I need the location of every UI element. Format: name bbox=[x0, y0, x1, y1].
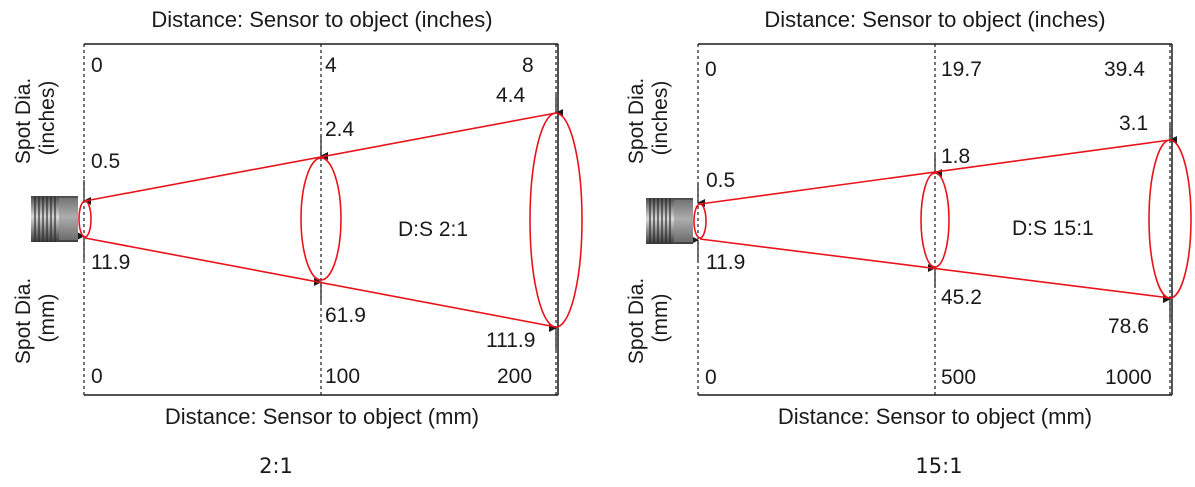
panel-caption: 2:1 bbox=[259, 454, 293, 478]
distance-inches-0: 0 bbox=[91, 54, 103, 77]
spot-ellipse-mid bbox=[920, 172, 950, 268]
sensor-icon bbox=[31, 196, 78, 242]
distance-mm-1: 100 bbox=[325, 365, 360, 388]
bottom-axis-label: Distance: Sensor to object (mm) bbox=[165, 404, 479, 429]
top-axis-label: Distance: Sensor to object (inches) bbox=[151, 7, 492, 32]
distance-mm-2: 1000 bbox=[1105, 366, 1152, 389]
spot-mm-1: 61.9 bbox=[325, 304, 366, 327]
panel-caption: 15:1 bbox=[915, 454, 962, 478]
spot-dia-mm-label-line1: Spot Dia. bbox=[12, 278, 35, 364]
spot-dia-inches-label-line1: Spot Dia. bbox=[12, 78, 35, 164]
spot-dia-mm-label: Spot Dia. (mm) bbox=[625, 272, 672, 364]
spot-dia-mm-label-line2: (mm) bbox=[36, 294, 59, 343]
spot-inches-2: 3.1 bbox=[1119, 112, 1148, 135]
spot-dia-inches-label: Spot Dia. (inches) bbox=[625, 72, 672, 164]
panel-2-1: Distance: Sensor to object (inches) Dist… bbox=[12, 7, 583, 478]
distance-inches-2: 8 bbox=[522, 54, 534, 77]
spot-ellipse-end bbox=[1148, 139, 1192, 299]
distance-inches-2: 39.4 bbox=[1104, 58, 1145, 81]
distance-mm-1: 500 bbox=[941, 366, 976, 389]
sensor-icon bbox=[646, 198, 693, 244]
beam-lower-edge bbox=[84, 237, 557, 328]
spot-dia-mm-label-line1: Spot Dia. bbox=[625, 278, 648, 364]
distance-mm-2: 200 bbox=[497, 365, 532, 388]
spot-mm-2: 78.6 bbox=[1108, 315, 1149, 338]
spot-ellipse-start bbox=[693, 203, 707, 239]
spot-ellipse-end bbox=[529, 112, 583, 328]
top-axis-label: Distance: Sensor to object (inches) bbox=[764, 7, 1105, 32]
panel-15-1: Distance: Sensor to object (inches) Dist… bbox=[625, 7, 1192, 478]
spot-mm-2: 111.9 bbox=[486, 329, 535, 352]
spot-inches-0: 0.5 bbox=[706, 169, 735, 192]
spot-ellipse-start bbox=[78, 200, 92, 238]
distance-mm-0: 0 bbox=[91, 365, 103, 388]
beam-lower-edge bbox=[699, 238, 1171, 299]
distance-inches-1: 4 bbox=[325, 54, 337, 77]
spot-dia-inches-label-line2: (inches) bbox=[36, 81, 59, 156]
spot-dia-mm-label-line2: (mm) bbox=[649, 294, 672, 343]
beam-upper-edge bbox=[84, 112, 557, 202]
spot-inches-1: 1.8 bbox=[941, 145, 970, 168]
ratio-label: D:S 15:1 bbox=[1012, 217, 1094, 240]
spot-mm-1: 45.2 bbox=[941, 286, 982, 309]
spot-dia-inches-label-line1: Spot Dia. bbox=[625, 78, 648, 164]
ratio-label: D:S 2:1 bbox=[398, 218, 468, 241]
bottom-axis-label: Distance: Sensor to object (mm) bbox=[778, 404, 1092, 429]
spot-dia-mm-label: Spot Dia. (mm) bbox=[12, 272, 59, 364]
beam-upper-edge bbox=[699, 139, 1171, 205]
spot-mm-0: 11.9 bbox=[91, 251, 130, 274]
distance-inches-1: 19.7 bbox=[941, 58, 982, 81]
distance-mm-0: 0 bbox=[705, 366, 717, 389]
spot-inches-1: 2.4 bbox=[325, 118, 355, 141]
spot-inches-2: 4.4 bbox=[496, 84, 526, 107]
spot-inches-0: 0.5 bbox=[91, 150, 120, 173]
spot-ellipse-mid bbox=[300, 157, 342, 281]
spot-dia-inches-label-line2: (inches) bbox=[649, 81, 672, 156]
distance-inches-0: 0 bbox=[705, 58, 717, 81]
spot-dia-inches-label: Spot Dia. (inches) bbox=[12, 72, 59, 164]
spot-mm-0: 11.9 bbox=[706, 251, 745, 274]
